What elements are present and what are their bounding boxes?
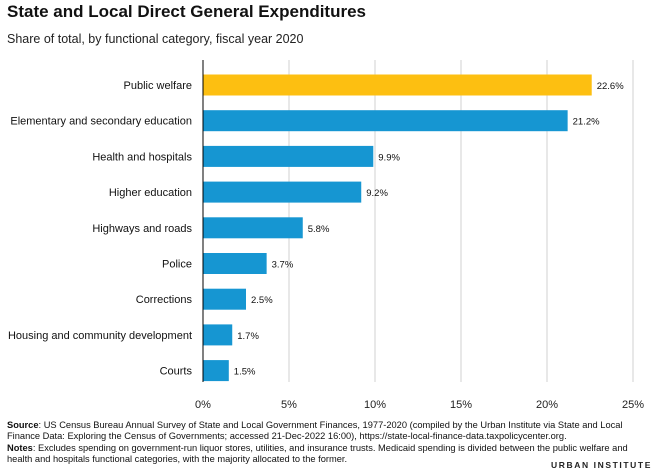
source-text: : US Census Bureau Annual Survey of Stat… [7,420,623,442]
bar [203,324,233,346]
chart-subtitle: Share of total, by functional category, … [7,32,304,46]
x-tick-label: 10% [364,399,386,411]
bar [203,145,374,167]
value-label: 3.7% [272,260,294,271]
value-label: 9.2% [366,188,388,199]
x-tick-label: 0% [195,399,211,411]
urban-institute-logo: URBAN INSTITUTE [551,460,652,470]
value-label: 1.5% [234,367,256,378]
source-line: Source: US Census Bureau Annual Survey o… [7,420,647,443]
bars [203,74,592,382]
bar [203,360,229,382]
axes: 0% 5% 10% 15% 20% 25% Public welfare 22.6% Eleme… [8,60,644,411]
bar [203,217,303,239]
bar [203,288,246,310]
notes-line: Notes: Excludes spending on government-r… [7,443,647,466]
value-label: 21.2% [573,117,600,128]
notes-label: Notes [7,442,33,453]
x-tick-label: 20% [536,399,558,411]
gridlines [288,60,634,382]
value-label: 2.5% [251,295,273,306]
value-label: 9.9% [378,152,400,163]
category-label: Health and hospitals [92,151,192,163]
category-label: Courts [160,366,193,378]
x-tick-label: 15% [450,399,472,411]
bar [203,253,267,274]
source-label: Source [7,420,39,430]
category-label: Corrections [136,294,193,306]
category-label: Elementary and secondary education [10,116,192,128]
bar-chart: 0% 5% 10% 15% 20% 25% Public welfare 22.6% Eleme… [8,60,644,411]
value-label: 22.6% [597,81,624,92]
x-tick-label: 5% [281,399,297,411]
value-label: 1.7% [237,331,259,342]
bar [203,181,362,203]
notes-text: : Excludes spending on government-run li… [7,442,628,464]
bar [203,110,568,132]
category-label: Public welfare [124,80,192,92]
category-label: Police [162,259,192,271]
bar [203,74,592,96]
category-label: Highways and roads [92,223,192,235]
chart-title: State and Local Direct General Expenditu… [7,2,367,21]
source-notes: Source: US Census Bureau Annual Survey o… [7,420,647,465]
category-label: Housing and community development [8,330,192,342]
value-label: 5.8% [308,224,330,235]
category-label: Higher education [109,187,192,199]
x-tick-label: 25% [622,399,644,411]
